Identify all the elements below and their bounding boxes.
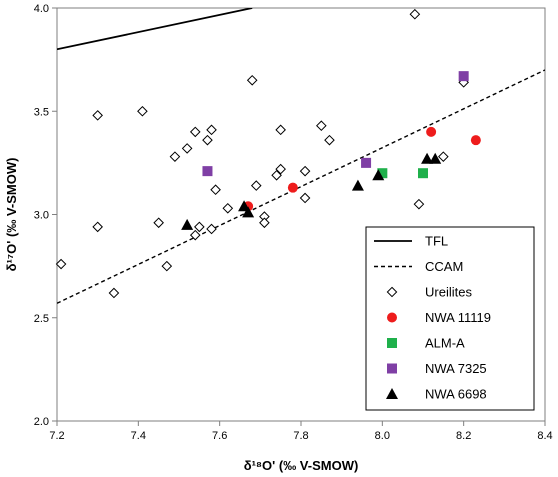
legend-label: CCAM bbox=[425, 259, 463, 274]
x-axis-title: δ¹⁸O' (‰ V-SMOW) bbox=[244, 458, 359, 473]
ureilites-point bbox=[181, 143, 193, 154]
ureilites-point bbox=[409, 8, 421, 20]
ccam-line bbox=[57, 69, 545, 304]
legend-swatch-alm-a bbox=[387, 338, 397, 348]
nwa-11119-point bbox=[287, 182, 298, 193]
ureilites-point bbox=[161, 260, 173, 272]
alm-a-point bbox=[377, 168, 388, 179]
ureilites-point bbox=[250, 180, 262, 191]
legend-label: NWA 11119 bbox=[425, 310, 491, 325]
legend-swatch-ureilites bbox=[386, 286, 398, 298]
legend-label: ALM-A bbox=[425, 336, 465, 351]
nwa-6698-point bbox=[372, 169, 385, 181]
ureilites-point bbox=[316, 120, 327, 132]
legend-swatch-nwa-7325 bbox=[387, 363, 397, 374]
ureilites-point bbox=[438, 151, 449, 162]
data-points bbox=[55, 8, 481, 299]
legend-label: NWA 6698 bbox=[425, 387, 487, 402]
legend-label: Ureilites bbox=[425, 285, 472, 300]
ureilites-point bbox=[275, 124, 286, 136]
ureilites-point bbox=[202, 134, 213, 146]
x-tick-label: 8.2 bbox=[456, 430, 471, 442]
ureilites-point bbox=[222, 202, 234, 214]
ureilites-point bbox=[206, 124, 217, 136]
x-tick-label: 8.4 bbox=[537, 430, 552, 442]
x-tick-label: 7.6 bbox=[212, 430, 227, 442]
ureilites-point bbox=[299, 192, 311, 204]
ureilites-point bbox=[210, 184, 221, 196]
nwa-11119-point bbox=[470, 135, 481, 146]
nwa-6698-point bbox=[242, 206, 255, 218]
y-tick-label: 3.5 bbox=[34, 106, 49, 118]
y-tick-label: 2.5 bbox=[34, 313, 49, 325]
nwa-11119-point bbox=[426, 126, 437, 137]
alm-a-point bbox=[418, 168, 428, 179]
ureilites-point bbox=[92, 110, 103, 121]
ureilites-point bbox=[108, 287, 120, 299]
nwa-6698-point bbox=[351, 179, 364, 191]
ureilites-point bbox=[189, 126, 201, 138]
ureilites-point bbox=[194, 221, 205, 233]
x-tick-label: 7.2 bbox=[49, 430, 64, 442]
ureilites-point bbox=[246, 74, 258, 86]
x-tick-label: 7.8 bbox=[293, 430, 308, 442]
reference-lines bbox=[57, 8, 545, 304]
ureilites-point bbox=[275, 163, 286, 175]
legend-label: NWA 7325 bbox=[425, 361, 487, 376]
ureilites-point bbox=[92, 221, 103, 233]
ureilites-point bbox=[206, 223, 217, 235]
ureilites-point bbox=[413, 198, 425, 210]
nwa-6698-point bbox=[429, 152, 442, 164]
legend: TFL CCAM Ureilites NWA 11119 ALM-A NWA 7325 NW… bbox=[365, 226, 535, 411]
nwa-6698-point bbox=[421, 152, 434, 164]
ureilites-point bbox=[271, 169, 282, 181]
nwa-7325-point bbox=[361, 157, 372, 168]
ureilites-point bbox=[299, 165, 311, 177]
ureilites-point bbox=[189, 229, 201, 241]
tfl-line bbox=[57, 8, 253, 51]
legend-swatch-nwa-11119 bbox=[387, 312, 397, 323]
nwa-7325-point bbox=[202, 166, 213, 177]
y-tick-label: 3.0 bbox=[34, 210, 49, 222]
ureilites-point bbox=[137, 105, 148, 117]
legend-swatch-nwa-6698 bbox=[386, 388, 398, 399]
axes: 7.2 7.4 7.6 7.8 8.0 8.2 8.4 2.0 2.5 3.0 3.5 4.0 bbox=[34, 3, 553, 442]
nwa-7325-point bbox=[458, 71, 469, 82]
ureilites-point bbox=[169, 151, 181, 162]
y-tick-label: 4.0 bbox=[34, 3, 49, 15]
ureilites-point bbox=[55, 258, 67, 270]
ureilites-point bbox=[153, 217, 164, 229]
y-tick-label: 2.0 bbox=[34, 416, 49, 428]
ureilites-point bbox=[324, 134, 335, 146]
ureilites-point bbox=[259, 217, 270, 229]
x-tick-label: 7.4 bbox=[131, 430, 146, 442]
x-tick-label: 8.0 bbox=[375, 430, 390, 442]
y-axis-title: δ¹⁷O' (‰ V-SMOW) bbox=[4, 158, 19, 272]
legend-label: TFL bbox=[425, 234, 448, 249]
nwa-6698-point bbox=[181, 218, 194, 230]
